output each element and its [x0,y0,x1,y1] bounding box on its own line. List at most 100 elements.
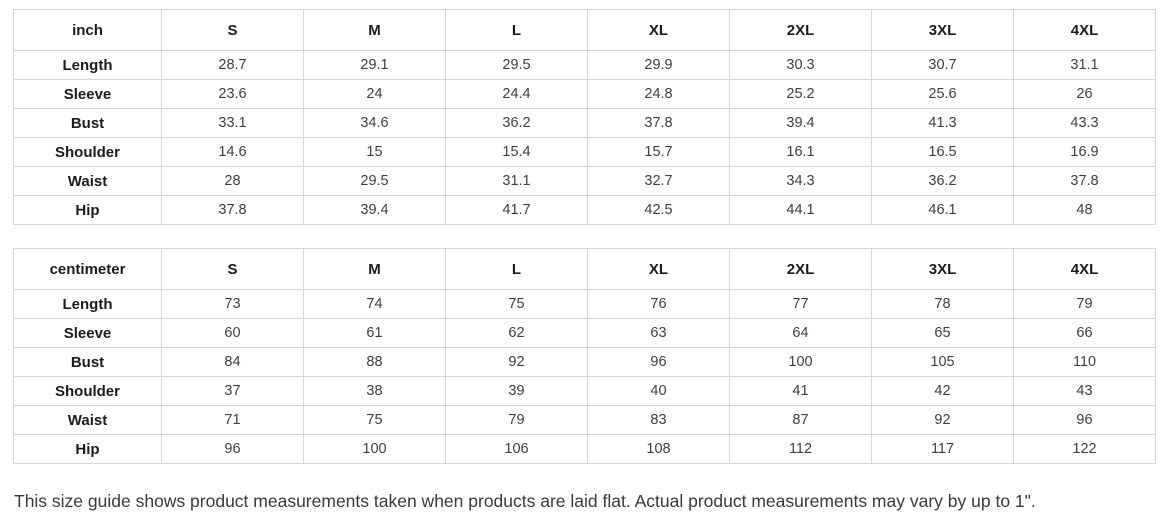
size-guide-panel: inch S M L XL 2XL 3XL 4XL Length 28.7 29.1 29.5 29.9… [13,9,1156,511]
measurement-value: 31.1 [445,166,588,196]
measurement-value: 84 [161,347,304,377]
table-row: Shoulder 37 38 39 40 41 42 43 [13,376,1156,406]
table-row: Sleeve 60 61 62 63 64 65 66 [13,318,1156,348]
measurement-value: 48 [1013,195,1156,225]
unit-label: centimeter [13,248,162,290]
size-column-header: M [303,248,446,290]
measurement-value: 106 [445,434,588,464]
size-column-header: XL [587,248,730,290]
measurement-value: 39.4 [729,108,872,138]
measurement-value: 33.1 [161,108,304,138]
measurement-value: 83 [587,405,730,435]
measurement-label: Hip [13,434,162,464]
measurement-value: 43 [1013,376,1156,406]
size-column-header: M [303,9,446,51]
measurement-value: 37.8 [1013,166,1156,196]
measurement-value: 29.1 [303,50,446,80]
measurement-value: 122 [1013,434,1156,464]
measurement-value: 105 [871,347,1014,377]
measurement-value: 26 [1013,79,1156,109]
measurement-value: 66 [1013,318,1156,348]
measurement-value: 64 [729,318,872,348]
size-column-header: 4XL [1013,9,1156,51]
measurement-value: 77 [729,289,872,319]
measurement-value: 92 [871,405,1014,435]
size-column-header: 3XL [871,248,1014,290]
size-column-header: XL [587,9,730,51]
header-row: centimeter S M L XL 2XL 3XL 4XL [13,248,1156,290]
size-column-header: L [445,9,588,51]
measurement-value: 30.7 [871,50,1014,80]
measurement-value: 96 [161,434,304,464]
size-table-centimeter: centimeter S M L XL 2XL 3XL 4XL Length 73 74 75 76 77… [13,248,1156,464]
measurement-label: Length [13,50,162,80]
measurement-value: 76 [587,289,730,319]
measurement-label: Bust [13,347,162,377]
measurement-value: 87 [729,405,872,435]
measurement-value: 41.3 [871,108,1014,138]
measurement-value: 117 [871,434,1014,464]
size-column-header: 2XL [729,9,872,51]
measurement-label: Shoulder [13,376,162,406]
measurement-value: 36.2 [871,166,1014,196]
measurement-value: 38 [303,376,446,406]
measurement-value: 24 [303,79,446,109]
measurement-value: 108 [587,434,730,464]
measurement-value: 24.4 [445,79,588,109]
measurement-label: Length [13,289,162,319]
measurement-value: 29.5 [445,50,588,80]
table-row: Length 73 74 75 76 77 78 79 [13,289,1156,319]
measurement-value: 29.5 [303,166,446,196]
measurement-value: 78 [871,289,1014,319]
measurement-value: 30.3 [729,50,872,80]
measurement-value: 41 [729,376,872,406]
measurement-value: 46.1 [871,195,1014,225]
table-row: Bust 84 88 92 96 100 105 110 [13,347,1156,377]
measurement-value: 39 [445,376,588,406]
measurement-value: 32.7 [587,166,730,196]
size-column-header: S [161,248,304,290]
measurement-value: 44.1 [729,195,872,225]
size-column-header: 4XL [1013,248,1156,290]
measurement-value: 75 [445,289,588,319]
table-row: Shoulder 14.6 15 15.4 15.7 16.1 16.5 16.9 [13,137,1156,167]
measurement-value: 110 [1013,347,1156,377]
measurement-label: Waist [13,166,162,196]
measurement-value: 31.1 [1013,50,1156,80]
measurement-value: 100 [729,347,872,377]
measurement-value: 42.5 [587,195,730,225]
table-row: Waist 28 29.5 31.1 32.7 34.3 36.2 37.8 [13,166,1156,196]
measurement-value: 73 [161,289,304,319]
measurement-value: 79 [445,405,588,435]
measurement-value: 63 [587,318,730,348]
measurement-value: 16.1 [729,137,872,167]
measurement-value: 60 [161,318,304,348]
table-row: Bust 33.1 34.6 36.2 37.8 39.4 41.3 43.3 [13,108,1156,138]
table-row: Sleeve 23.6 24 24.4 24.8 25.2 25.6 26 [13,79,1156,109]
measurement-value: 15.7 [587,137,730,167]
measurement-value: 71 [161,405,304,435]
measurement-value: 29.9 [587,50,730,80]
measurement-value: 62 [445,318,588,348]
measurement-value: 79 [1013,289,1156,319]
measurement-value: 24.8 [587,79,730,109]
measurement-value: 15 [303,137,446,167]
measurement-value: 36.2 [445,108,588,138]
measurement-value: 23.6 [161,79,304,109]
size-column-header: 2XL [729,248,872,290]
header-row: inch S M L XL 2XL 3XL 4XL [13,9,1156,51]
measurement-value: 14.6 [161,137,304,167]
measurement-value: 42 [871,376,1014,406]
measurement-value: 28 [161,166,304,196]
measurement-value: 37.8 [587,108,730,138]
measurement-value: 112 [729,434,872,464]
measurement-label: Hip [13,195,162,225]
table-row: Length 28.7 29.1 29.5 29.9 30.3 30.7 31.1 [13,50,1156,80]
size-column-header: L [445,248,588,290]
measurement-label: Sleeve [13,79,162,109]
table-row: Hip 37.8 39.4 41.7 42.5 44.1 46.1 48 [13,195,1156,225]
measurement-value: 61 [303,318,446,348]
size-column-header: S [161,9,304,51]
measurement-value: 88 [303,347,446,377]
measurement-value: 16.5 [871,137,1014,167]
